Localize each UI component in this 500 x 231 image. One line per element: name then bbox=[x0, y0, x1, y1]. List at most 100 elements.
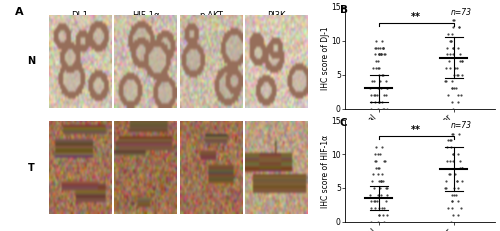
Point bbox=[374, 206, 382, 210]
Point bbox=[454, 100, 462, 104]
Point bbox=[370, 186, 378, 190]
Y-axis label: IHC score of DJ-1: IHC score of DJ-1 bbox=[321, 26, 330, 90]
Text: PI3K: PI3K bbox=[268, 11, 286, 20]
Point bbox=[444, 93, 452, 97]
Point bbox=[375, 73, 383, 76]
Point bbox=[446, 66, 454, 70]
Point bbox=[380, 52, 388, 56]
Point bbox=[374, 59, 382, 63]
Point bbox=[374, 46, 382, 49]
Point bbox=[376, 100, 384, 104]
Point bbox=[368, 80, 376, 83]
Point bbox=[378, 145, 386, 149]
Point bbox=[445, 59, 453, 63]
Point bbox=[454, 200, 462, 203]
Point bbox=[456, 166, 464, 169]
Point bbox=[448, 86, 456, 90]
Point bbox=[448, 200, 456, 203]
Point bbox=[372, 93, 380, 97]
Point bbox=[441, 80, 449, 83]
Point bbox=[458, 59, 466, 63]
Point bbox=[380, 220, 388, 224]
Point bbox=[378, 39, 386, 43]
Point bbox=[448, 220, 456, 224]
Point bbox=[457, 206, 465, 210]
Point bbox=[370, 46, 378, 49]
Point bbox=[367, 100, 375, 104]
Point bbox=[446, 39, 454, 43]
Point bbox=[374, 173, 382, 176]
Point bbox=[370, 173, 378, 176]
Point bbox=[377, 179, 385, 183]
Point bbox=[447, 145, 455, 149]
Point bbox=[382, 86, 390, 90]
Point bbox=[444, 206, 452, 210]
Point bbox=[374, 193, 382, 197]
Y-axis label: IHC score of HIF-1α: IHC score of HIF-1α bbox=[321, 134, 330, 207]
Point bbox=[383, 186, 391, 190]
Point bbox=[370, 206, 378, 210]
Text: DJ-1: DJ-1 bbox=[72, 11, 88, 20]
Point bbox=[441, 186, 449, 190]
Point bbox=[376, 86, 384, 90]
Point bbox=[374, 166, 382, 169]
Point bbox=[379, 213, 387, 217]
Point bbox=[452, 86, 460, 90]
Point bbox=[458, 179, 466, 183]
Text: n=73: n=73 bbox=[451, 8, 472, 17]
Point bbox=[458, 166, 466, 169]
Point bbox=[367, 107, 375, 110]
Point bbox=[380, 179, 388, 183]
Point bbox=[442, 179, 450, 183]
Point bbox=[442, 66, 450, 70]
Point bbox=[374, 220, 382, 224]
Point bbox=[382, 193, 390, 197]
Point bbox=[370, 100, 378, 104]
Point bbox=[445, 173, 453, 176]
Point bbox=[367, 200, 375, 203]
Point bbox=[382, 93, 390, 97]
Point bbox=[454, 25, 462, 29]
Point bbox=[366, 86, 374, 90]
Point bbox=[454, 73, 462, 76]
Point bbox=[372, 59, 380, 63]
Point bbox=[458, 59, 466, 63]
Point bbox=[449, 107, 457, 110]
Point bbox=[448, 100, 456, 104]
Point bbox=[458, 166, 466, 169]
Point bbox=[442, 80, 450, 83]
Point bbox=[384, 107, 392, 110]
Point bbox=[381, 52, 389, 56]
Point bbox=[381, 159, 389, 163]
Point bbox=[443, 159, 451, 163]
Point bbox=[447, 39, 455, 43]
Point bbox=[380, 107, 388, 110]
Point bbox=[372, 66, 380, 70]
Point bbox=[375, 213, 383, 217]
Point bbox=[450, 186, 458, 190]
Point bbox=[449, 25, 457, 29]
Point bbox=[372, 145, 380, 149]
Point bbox=[377, 52, 385, 56]
Point bbox=[370, 200, 378, 203]
Point bbox=[383, 86, 391, 90]
Point bbox=[448, 132, 456, 136]
Point bbox=[452, 173, 460, 176]
Point bbox=[456, 59, 464, 63]
Point bbox=[367, 93, 375, 97]
Point bbox=[446, 139, 454, 142]
Point bbox=[446, 173, 454, 176]
Point bbox=[450, 193, 458, 197]
Text: B: B bbox=[340, 5, 348, 15]
Point bbox=[374, 86, 382, 90]
Point bbox=[371, 200, 379, 203]
Point bbox=[450, 73, 458, 76]
Point bbox=[370, 93, 378, 97]
Text: n=73: n=73 bbox=[451, 122, 472, 131]
Point bbox=[446, 52, 454, 56]
Point bbox=[382, 80, 390, 83]
Point bbox=[449, 213, 457, 217]
Point bbox=[452, 193, 460, 197]
Point bbox=[372, 39, 380, 43]
Point bbox=[454, 213, 462, 217]
